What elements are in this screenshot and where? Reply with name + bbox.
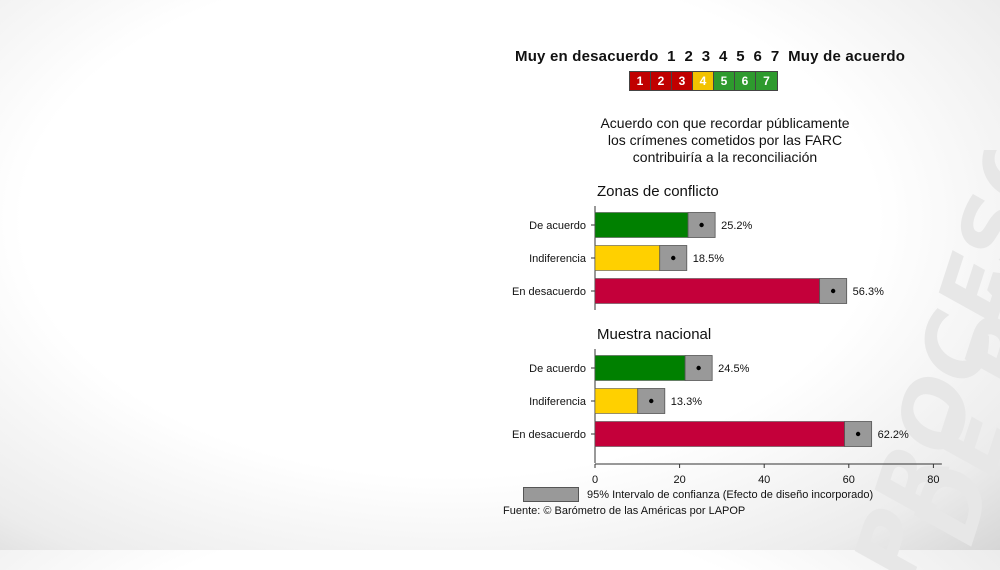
x-tick-label-3: 60 <box>843 474 855 486</box>
point-estimate-1-1 <box>649 398 654 404</box>
x-tick-label-0: 0 <box>592 474 598 486</box>
bar-0-0 <box>594 212 689 238</box>
value-label-1-1: 13.3% <box>671 396 702 408</box>
point-estimate-1-2 <box>855 431 861 437</box>
category-label-1-1: Indiferencia <box>529 396 587 408</box>
scale-box-3: 3 <box>672 72 693 90</box>
value-label-1-0: 24.5% <box>718 363 749 375</box>
bar-0-1 <box>594 245 661 271</box>
scale-box-5: 5 <box>714 72 735 90</box>
source-note: Fuente: © Barómetro de las Américas por … <box>503 505 746 517</box>
legend: 95% Intervalo de confianza (Efecto de di… <box>523 487 873 502</box>
scale-title: Muy en desacuerdo 1 2 3 4 5 6 7 Muy de a… <box>515 48 906 65</box>
point-estimate-0-0 <box>699 222 704 228</box>
scale-box-7: 7 <box>756 72 777 90</box>
bar-0-2 <box>594 278 820 304</box>
category-label-0-1: Indiferencia <box>529 253 587 265</box>
scale-box-6: 6 <box>735 72 756 90</box>
scale-box-1: 1 <box>630 72 651 90</box>
bar-1-0 <box>594 355 686 381</box>
value-label-0-0: 25.2% <box>721 220 752 232</box>
panel-title-0: Zonas de conflicto <box>597 183 719 200</box>
point-estimate-1-0 <box>696 365 701 371</box>
scale-box-4: 4 <box>693 72 714 90</box>
value-label-0-1: 18.5% <box>693 253 724 265</box>
bar-chart: Zonas de conflicto De acuerdo 25.2% Indifer… <box>512 183 942 486</box>
chart-title-line-3: contribuiría a la reconciliación <box>632 149 818 165</box>
chart-title-line-2: los crímenes cometidos por las FARC <box>607 132 843 148</box>
bar-1-1 <box>594 388 639 414</box>
chart-title-line-1: Acuerdo con que recordar públicamente <box>600 115 850 131</box>
ci-box-1-2 <box>844 421 873 447</box>
scale-box-2: 2 <box>651 72 672 90</box>
chart-title: Acuerdo con que recordar públicamente lo… <box>560 115 890 166</box>
x-tick-label-4: 80 <box>927 474 939 486</box>
point-estimate-0-2 <box>830 288 836 294</box>
legend-label: 95% Intervalo de confianza (Efecto de di… <box>587 488 874 501</box>
category-label-1-0: De acuerdo <box>529 363 586 375</box>
value-label-0-2: 56.3% <box>853 286 884 298</box>
x-tick-label-2: 40 <box>758 474 770 486</box>
category-label-0-2: En desacuerdo <box>512 286 586 298</box>
ci-box-0-2 <box>819 278 848 304</box>
ci-box-1-0 <box>684 355 713 381</box>
category-label-0-0: De acuerdo <box>529 220 586 232</box>
legend-ci-swatch <box>523 487 579 502</box>
point-estimate-0-1 <box>671 255 676 261</box>
category-label-1-2: En desacuerdo <box>512 429 586 441</box>
bar-1-2 <box>594 421 845 447</box>
panel-title-1: Muestra nacional <box>597 326 711 343</box>
value-label-1-2: 62.2% <box>878 429 909 441</box>
x-tick-label-1: 20 <box>673 474 685 486</box>
